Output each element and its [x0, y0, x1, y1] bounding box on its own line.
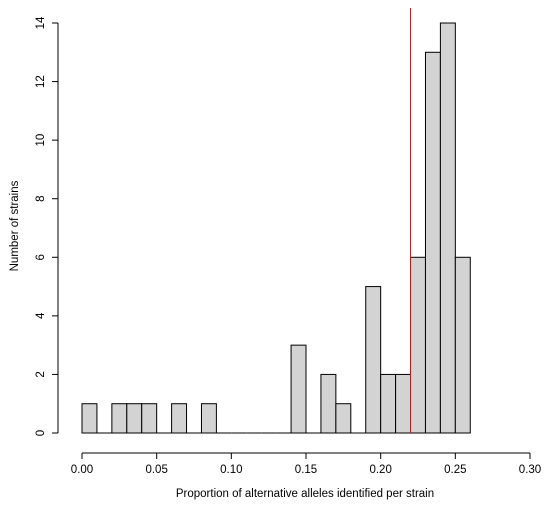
- x-tick-label: 0.25: [444, 464, 466, 476]
- histogram-bar: [395, 373, 412, 434]
- histogram-bar: [320, 373, 337, 434]
- histogram-bar: [454, 256, 471, 434]
- x-tick-label: 0.20: [369, 464, 391, 476]
- y-axis: 0 2 4 6 8 10 12 14: [35, 16, 59, 436]
- histogram-bar: [365, 286, 382, 434]
- histogram-bar: [141, 403, 158, 434]
- x-tick-label: 0.30: [519, 464, 541, 476]
- histogram-bar: [410, 256, 426, 434]
- y-tick-label: 6: [35, 254, 47, 260]
- y-tick-label: 0: [35, 430, 47, 436]
- y-tick-label: 12: [35, 75, 47, 88]
- histogram-bars: [81, 22, 471, 434]
- histogram-bar: [81, 403, 98, 434]
- y-tick-label: 14: [35, 16, 47, 29]
- y-tick-label: 4: [35, 312, 47, 319]
- histogram-bar: [335, 403, 352, 434]
- x-tick-label: 0.10: [220, 464, 242, 476]
- histogram-bar: [126, 403, 143, 434]
- histogram-bar: [424, 51, 441, 434]
- y-axis-label: Number of strains: [9, 180, 21, 271]
- histogram-bar: [290, 344, 307, 434]
- histogram-bar: [111, 403, 128, 434]
- y-tick-label: 8: [35, 196, 47, 202]
- y-tick-label: 2: [35, 371, 47, 377]
- x-axis-label: Proportion of alternative alleles identi…: [176, 488, 434, 500]
- x-tick-label: 0.00: [71, 464, 93, 476]
- histogram-bar: [380, 373, 397, 434]
- x-axis: 0.00 0.05 0.10 0.15 0.20 0.25 0.30: [71, 452, 541, 476]
- x-tick-label: 0.05: [145, 464, 167, 476]
- y-tick-label: 10: [35, 134, 47, 147]
- histogram-bar: [439, 22, 456, 434]
- histogram-bar: [200, 403, 217, 434]
- x-tick-label: 0.15: [295, 464, 317, 476]
- histogram-bar: [171, 403, 188, 434]
